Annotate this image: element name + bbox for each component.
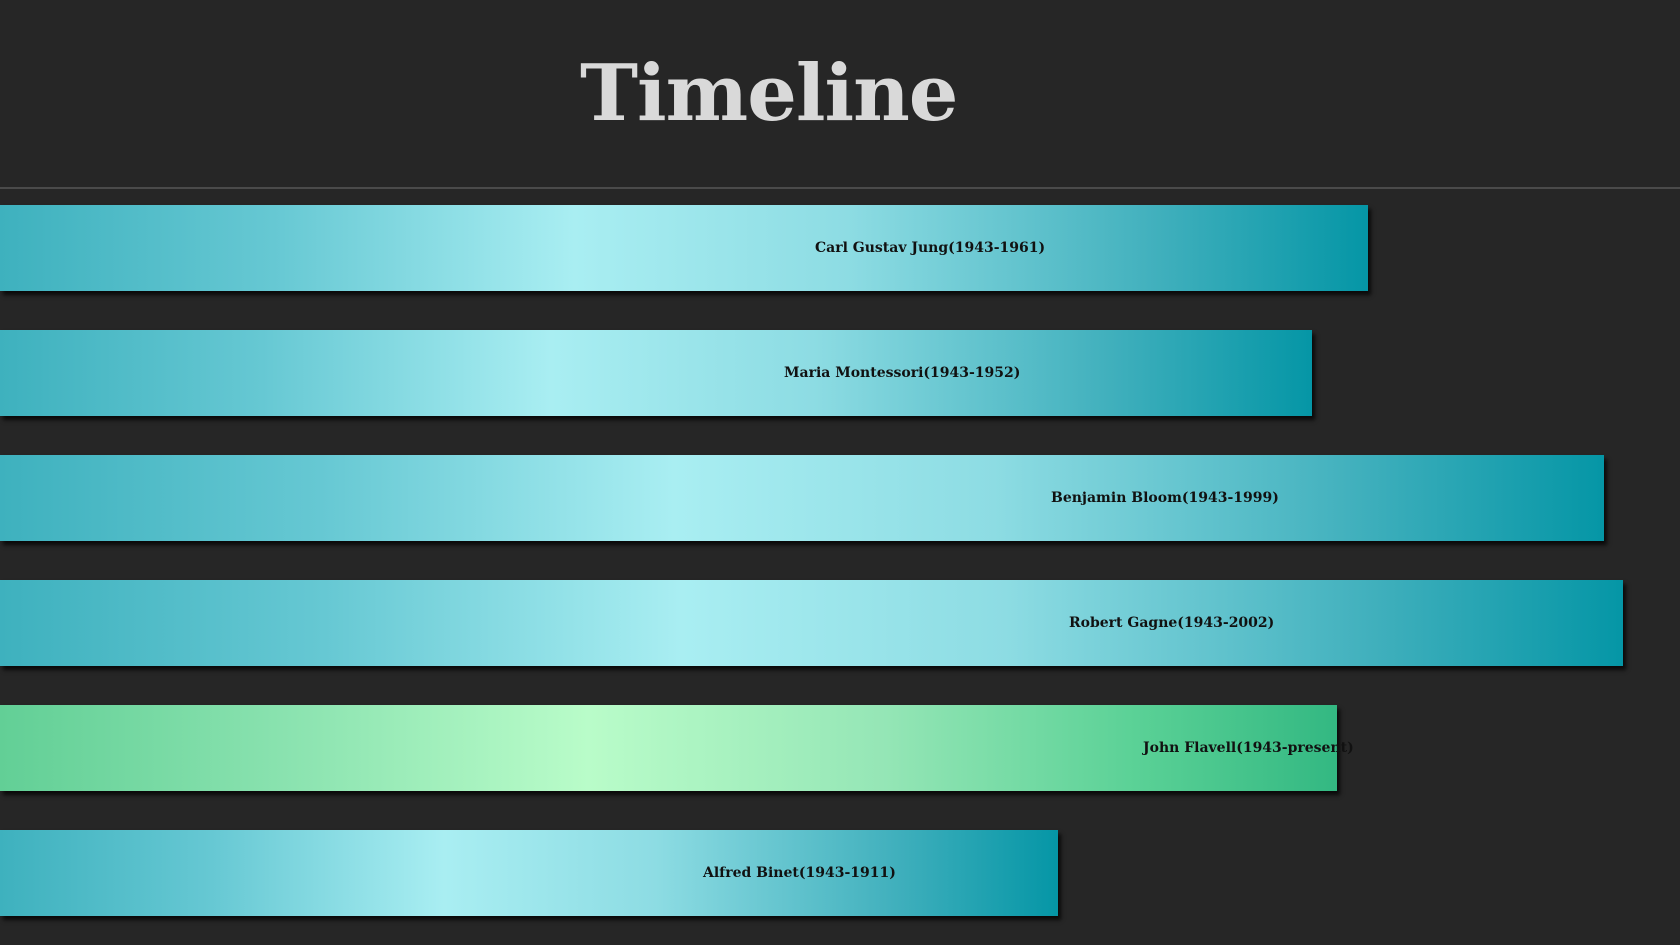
- timeline-bar-flavell: John Flavell(1943-present): [0, 705, 1354, 791]
- timeline-bar-bloom: Benjamin Bloom(1943-1999): [0, 455, 1604, 541]
- timeline-bar-montessori: Maria Montessori(1943-1952): [0, 330, 1312, 416]
- title-divider: [0, 187, 1680, 189]
- timeline-bar-label: Benjamin Bloom(1943-1999): [1051, 490, 1279, 506]
- timeline-bar-label: John Flavell(1943-present): [1143, 740, 1354, 756]
- timeline-bar-label: Carl Gustav Jung(1943-1961): [815, 240, 1046, 256]
- timeline-bar-label: Maria Montessori(1943-1952): [784, 365, 1021, 381]
- timeline-bar-binet: Alfred Binet(1943-1911): [0, 830, 1058, 916]
- timeline-bar-label: Robert Gagne(1943-2002): [1069, 615, 1275, 631]
- page-title: Timeline: [580, 48, 958, 139]
- timeline-bar-gagne: Robert Gagne(1943-2002): [0, 580, 1623, 666]
- timeline-bar-label: Alfred Binet(1943-1911): [703, 865, 896, 881]
- timeline-bar-jung: Carl Gustav Jung(1943-1961): [0, 205, 1368, 291]
